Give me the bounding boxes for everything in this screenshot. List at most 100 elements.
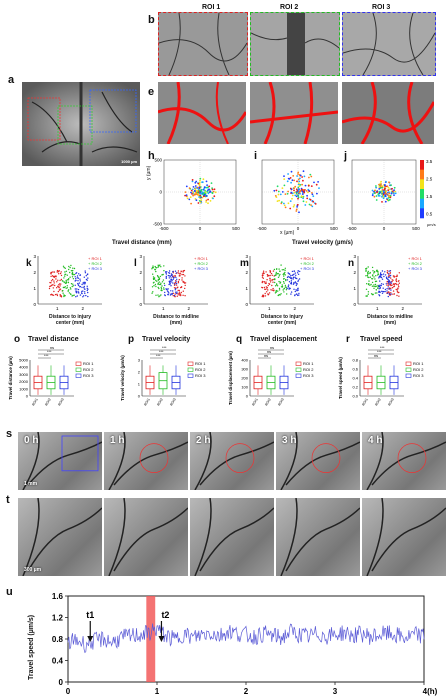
scatter-point [178,293,180,295]
scatter-point [261,295,263,298]
traj-point [194,181,197,184]
scatter-point [395,279,397,281]
box-ytick: 0.6 [352,367,358,372]
traj-point [387,197,390,199]
box-ytick: 400 [241,358,248,363]
scatter-point [378,285,380,288]
panel-label-b: b [148,14,155,26]
scatter-point [184,282,187,284]
traj-xtick: 500 [330,226,338,231]
sig-label: ns [270,346,274,350]
traj-point [198,183,201,186]
scatter-point [175,280,177,282]
traj-point [291,192,294,195]
traj-point [199,192,202,195]
scatter-point [83,288,86,290]
u-marker-arrow-head [87,636,94,642]
scatter-ytick: 1 [33,286,36,291]
traj-point [291,179,294,182]
scatter-point [263,281,265,283]
tl-t-frame-3 [276,498,360,576]
scatter-point [373,272,375,274]
box-legend-label: ROI 2 [195,367,206,372]
scatter-ytick: 2 [33,270,36,275]
scatter-point [278,289,281,291]
scatter-point [84,270,86,272]
scatter-point [266,279,268,281]
colorbar-tick: 1.5 [426,194,433,199]
scatter-legend-1: + ROI 1 [194,256,209,261]
scatter-point [164,284,166,287]
tl-s-frame-4: 4 h [362,432,446,490]
scatter-point [57,286,60,288]
scatter-point [387,275,390,277]
scatter-point [56,287,58,289]
timelapse-label: 4 h [368,435,383,446]
scatter-point [288,287,290,289]
scatter-point [183,269,186,272]
scatter-point [177,270,180,272]
scatter-point [297,294,299,297]
colorbar-segment [420,198,424,209]
scatter-point [173,276,175,279]
scatter-legend-2: + ROI 2 [194,261,209,266]
scatter-point [157,276,159,278]
scatter-point [65,279,67,282]
scatter-point [274,285,277,287]
scatter-point [50,293,53,295]
timelapse-scale-bar: 1 mm [24,481,38,487]
scatter-point [271,289,273,291]
scatter-point [156,280,158,282]
roi-title-3: ROI 3 [372,4,391,11]
scatter-point [81,290,83,293]
traj-point [378,188,381,190]
scatter-point [386,290,388,292]
scatter-point [157,266,159,268]
scatter-point [269,274,271,277]
traj-point [394,190,397,193]
traj-point [278,199,280,202]
scatter-point [70,283,73,285]
scatter-xtick: 2 [402,306,405,311]
scatter-point [78,273,80,275]
traj-point [200,188,203,191]
traj-point [277,190,280,193]
scatter-point [77,282,79,285]
scatter-point [67,281,70,284]
scatter-point [277,290,279,292]
scatter-point [76,292,78,294]
box-ytick: 3 [138,358,141,363]
scatter-point [160,289,163,292]
scatter-point [382,273,385,275]
scatter-point [79,294,82,296]
scatter-point [178,272,180,275]
scatter-point [172,278,174,281]
traj-point [386,185,389,188]
scatter-point [79,274,81,277]
traj-point [284,193,287,196]
colorbar-unit: µm/s [427,222,436,227]
scatter-point [264,295,267,297]
timelapse-label: 1 h [110,435,125,446]
scatter-point [177,293,179,295]
scatter-point [58,270,60,272]
u-xtick: 2 [244,687,249,696]
traj-point [390,184,392,187]
box-legend-swatch [295,367,302,372]
traj-point [384,195,387,198]
traj-point [315,183,318,186]
scatter-point [290,293,292,295]
scatter-point [159,283,162,286]
box-ylabel: Travel displacement (µm) [228,351,233,405]
scatter-point [169,294,172,296]
scatter-point [386,288,388,290]
traj-point [211,187,214,190]
scatter-point [392,275,395,277]
scatter-point [389,276,391,278]
scatter-point [77,280,79,282]
traj-point [195,199,198,202]
roi1-image [158,12,248,76]
scatter-point [295,274,297,276]
scatter-xtick: 2 [188,306,191,311]
scatter-point [382,283,384,285]
